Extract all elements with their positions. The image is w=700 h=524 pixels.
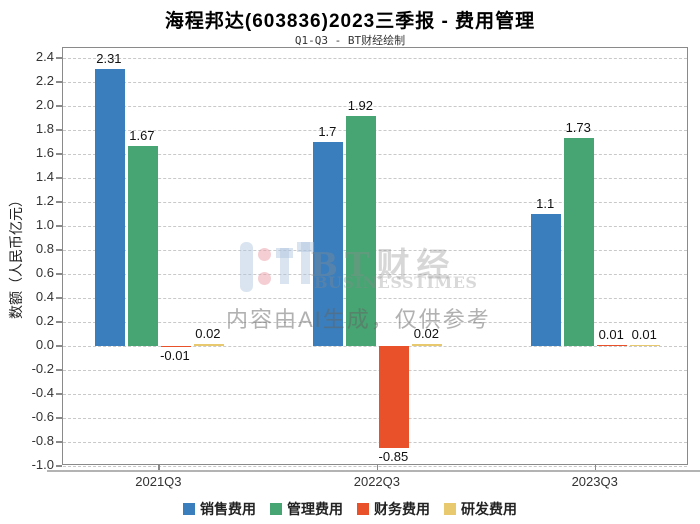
x-tick-label: 2021Q3: [135, 474, 182, 489]
y-tick-label: 0.6: [35, 265, 54, 280]
bar: [346, 115, 377, 346]
bar: [531, 214, 562, 346]
bar-value-label: 0.01: [631, 326, 657, 342]
plot-area: [62, 47, 688, 467]
bar-value-label: 2.31: [96, 50, 122, 66]
bar-value-label: -0.01: [160, 348, 190, 364]
y-tick-label: 1.4: [35, 169, 54, 184]
y-tick-mark: [56, 57, 62, 59]
y-tick-mark: [56, 441, 62, 443]
y-tick-mark: [56, 105, 62, 107]
axis-baseline: [47, 470, 700, 472]
bar-value-label: 1.67: [129, 127, 155, 143]
y-tick-mark: [56, 153, 62, 155]
bar: [160, 346, 191, 348]
y-tick-label: 1.8: [35, 121, 54, 136]
legend-swatch: [357, 503, 369, 515]
y-tick-mark: [56, 129, 62, 131]
x-tick-mark: [376, 465, 379, 470]
y-tick-label: 1.0: [35, 217, 54, 232]
y-tick-label: -1.0: [31, 457, 54, 472]
y-tick-mark: [56, 393, 62, 395]
y-tick-label: 0.2: [35, 313, 54, 328]
y-tick-mark: [56, 345, 62, 347]
bar-value-label: 1.92: [347, 97, 374, 113]
y-tick-mark: [56, 201, 62, 203]
y-tick-label: 0.8: [35, 241, 54, 256]
bar: [379, 346, 410, 448]
y-tick-label: -0.6: [31, 409, 54, 424]
y-tick-mark: [56, 321, 62, 323]
bar: [412, 343, 443, 346]
legend-swatch: [183, 503, 195, 515]
y-tick-mark: [56, 465, 62, 467]
y-tick-label: 1.2: [35, 193, 54, 208]
y-tick-label: -0.8: [31, 433, 54, 448]
y-tick-label: 1.6: [35, 145, 54, 160]
legend-swatch: [444, 503, 456, 515]
legend-item: 财务费用: [357, 499, 430, 519]
y-tick-label: -0.4: [31, 385, 54, 400]
x-tick-mark: [158, 465, 160, 470]
legend-label: 销售费用: [200, 501, 256, 517]
y-tick-label: -0.2: [31, 361, 54, 376]
gridline: [63, 58, 687, 59]
bar-value-label: 1.7: [318, 124, 337, 139]
bar: [564, 138, 595, 346]
legend-item: 研发费用: [444, 499, 517, 519]
gridline: [63, 466, 687, 467]
x-tick-mark: [594, 465, 597, 470]
y-tick-label: 2.0: [35, 97, 54, 112]
gridline: [63, 394, 687, 395]
bar-value-label: 1.1: [536, 196, 555, 211]
y-tick-label: 0.4: [35, 289, 54, 304]
bar-value-label: 0.02: [195, 325, 221, 341]
y-tick-label: 2.4: [35, 49, 54, 64]
gridline: [63, 370, 687, 371]
legend-label: 财务费用: [374, 501, 430, 517]
chart-subtitle: Q1-Q3 - BT财经绘制: [294, 34, 406, 47]
bar: [127, 145, 158, 346]
gridline: [63, 82, 687, 83]
y-tick-mark: [56, 177, 62, 179]
x-tick-label: 2022Q3: [353, 474, 400, 489]
legend: 销售费用 管理费用 财务费用 研发费用: [0, 499, 700, 519]
y-tick-mark: [56, 81, 62, 83]
y-tick-mark: [56, 273, 62, 275]
gridline: [63, 346, 687, 347]
gridline: [63, 442, 687, 443]
bar: [630, 344, 661, 346]
legend-item: 管理费用: [270, 499, 343, 519]
bar: [94, 68, 125, 346]
legend-item: 销售费用: [183, 499, 256, 519]
legend-label: 管理费用: [287, 501, 343, 517]
y-tick-label: 2.2: [35, 73, 54, 88]
chart-title: 海程邦达(603836)2023三季报 - 费用管理: [164, 11, 536, 32]
bar: [597, 344, 628, 346]
y-tick-mark: [56, 225, 62, 227]
y-tick-mark: [56, 249, 62, 251]
gridline: [63, 418, 687, 419]
bar-value-label: 1.73: [565, 120, 591, 136]
x-tick-label: 2023Q3: [571, 474, 618, 489]
legend-label: 研发费用: [461, 501, 517, 517]
y-tick-mark: [56, 417, 62, 419]
bar-value-label: 0.01: [598, 326, 624, 342]
gridline: [63, 106, 687, 107]
bar-value-label: -0.85: [378, 449, 409, 464]
y-tick-mark: [56, 297, 62, 299]
y-tick-mark: [56, 369, 62, 371]
bar: [313, 142, 344, 346]
legend-swatch: [270, 503, 282, 515]
bar-value-label: 0.02: [413, 325, 440, 341]
y-tick-label: 0.0: [35, 337, 54, 352]
bar: [193, 343, 224, 346]
